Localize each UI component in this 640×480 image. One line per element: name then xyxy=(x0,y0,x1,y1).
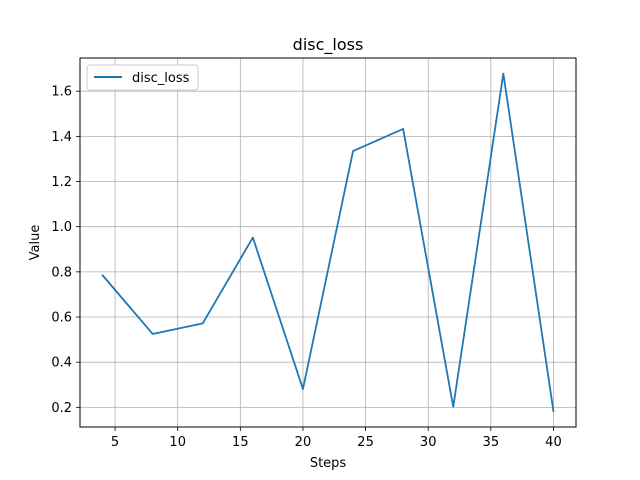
series-layer xyxy=(101,72,555,413)
y-tick-label: 1.2 xyxy=(51,175,72,190)
series-line-disc-loss xyxy=(101,72,555,413)
x-tick-label: 35 xyxy=(483,435,500,450)
y-tick-label: 0.8 xyxy=(51,265,72,280)
plot-frame xyxy=(79,57,577,428)
legend: disc_loss xyxy=(86,64,199,91)
y-tick-label: 1.0 xyxy=(51,220,72,235)
legend-label: disc_loss xyxy=(132,71,190,86)
y-axis-label: Value xyxy=(28,225,43,261)
x-tick-label: 5 xyxy=(111,435,119,450)
y-tick-label: 1.4 xyxy=(51,130,72,145)
y-tick-label: 1.6 xyxy=(51,85,72,100)
x-tick-label: 10 xyxy=(169,435,186,450)
y-tick-label: 0.6 xyxy=(51,311,72,326)
chart-title: disc_loss xyxy=(293,35,364,55)
y-tick-label: 0.2 xyxy=(51,401,72,416)
x-tick-label: 25 xyxy=(357,435,374,450)
grid-lines xyxy=(80,58,576,427)
x-tick-label: 15 xyxy=(232,435,249,450)
x-axis-label: Steps xyxy=(310,456,347,471)
y-tick-label: 0.4 xyxy=(51,356,72,371)
x-tick-label: 20 xyxy=(295,435,312,450)
tick-marks xyxy=(76,90,554,431)
legend-box xyxy=(86,64,199,91)
x-tick-label: 30 xyxy=(420,435,437,450)
x-tick-label: 40 xyxy=(545,435,562,450)
